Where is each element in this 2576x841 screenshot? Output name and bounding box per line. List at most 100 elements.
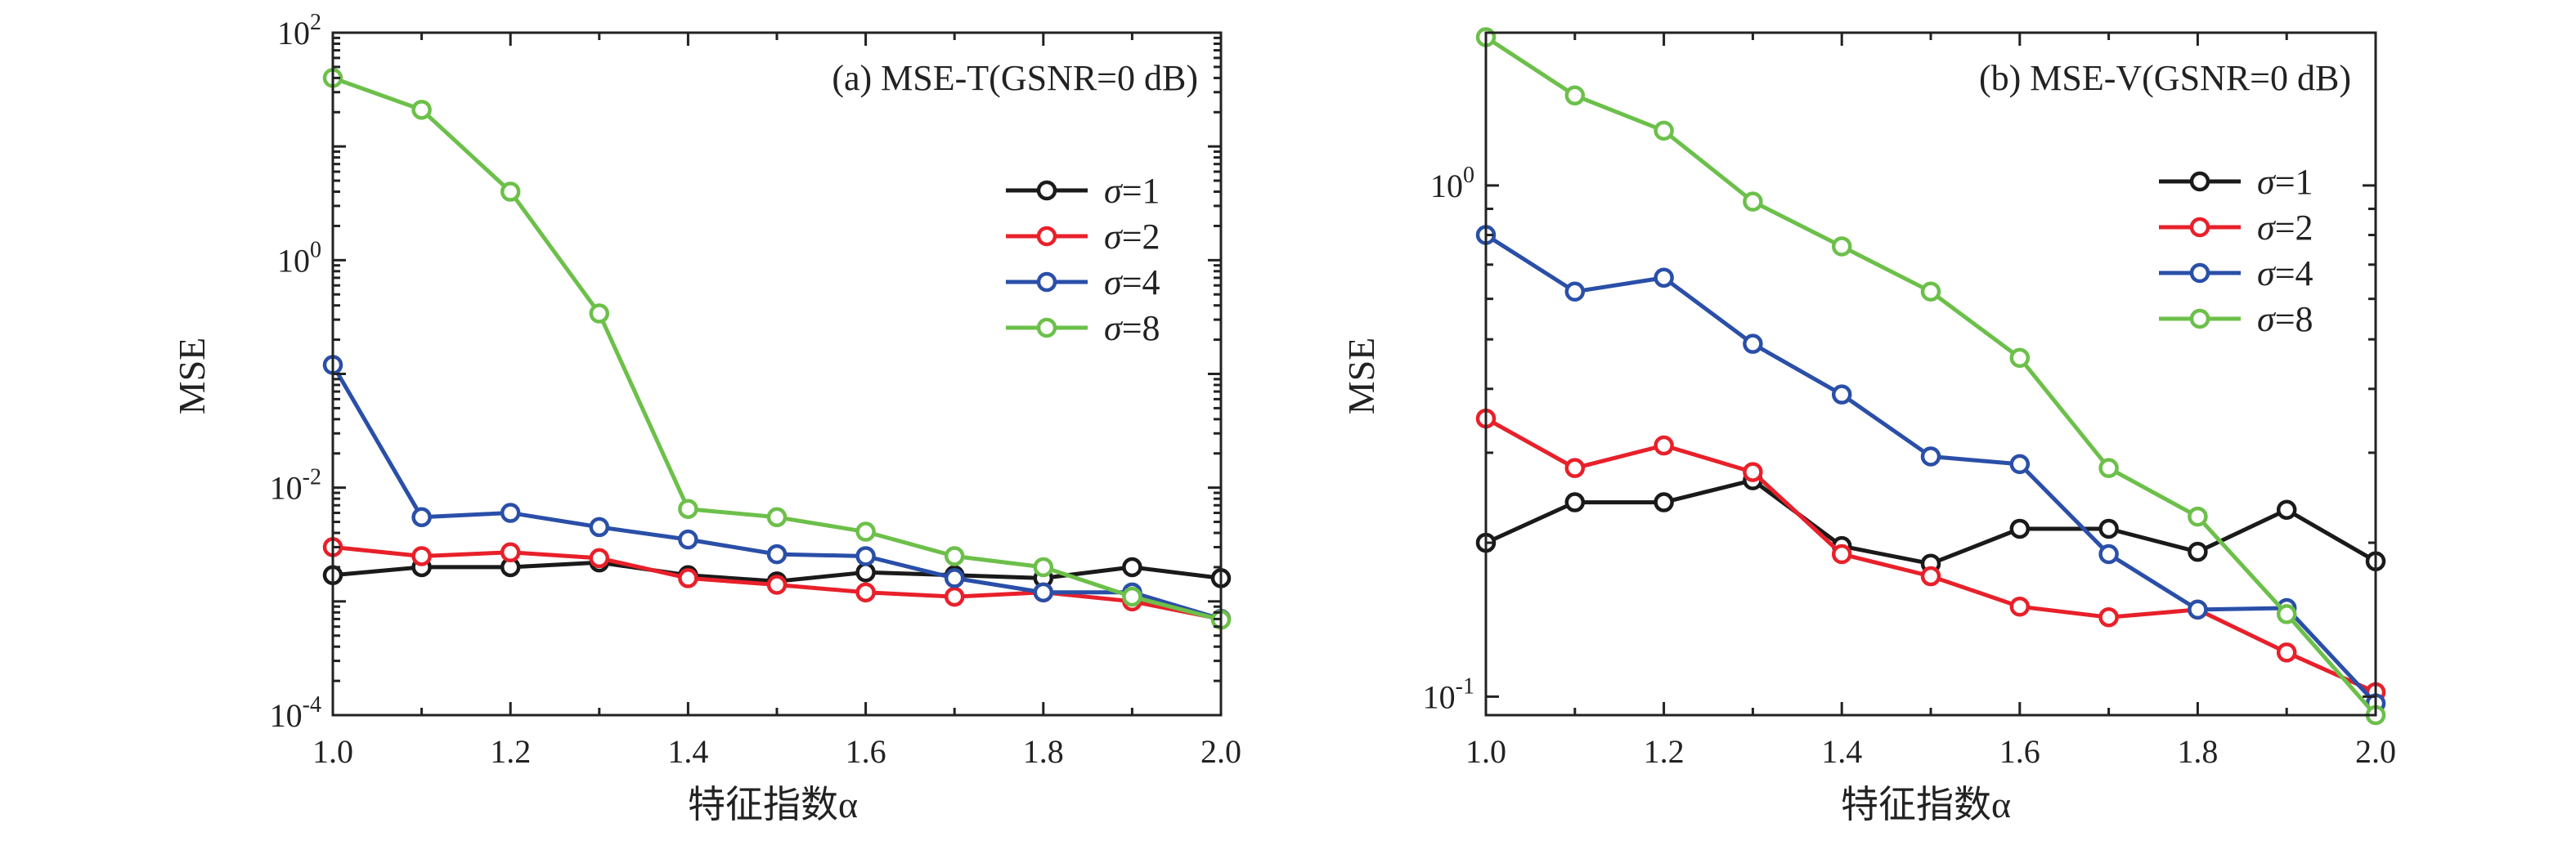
b-series-2-point-5 bbox=[1920, 446, 1941, 467]
a-legend-label-2: σ=4 bbox=[1104, 262, 1160, 302]
b-ytick-label-0: 100 bbox=[1430, 163, 1474, 204]
panel-a-legend: σ=1 σ=2 σ=4 σ=8 bbox=[1006, 171, 1160, 348]
a-series-1-point-5 bbox=[766, 575, 788, 595]
a-ytick-label-0: 102 bbox=[277, 10, 321, 51]
a-xtick-label-0: 1.0 bbox=[312, 733, 353, 770]
a-series-1-point-6 bbox=[855, 582, 876, 603]
a-legend-label-1: σ=2 bbox=[1104, 217, 1160, 257]
b-series-0-point-1 bbox=[1564, 492, 1586, 512]
a-xtick-label-3: 1.6 bbox=[846, 733, 886, 770]
b-series-2-point-8 bbox=[2188, 599, 2208, 620]
b-series-3-point-7 bbox=[2098, 458, 2119, 478]
b-legend-marker-1 bbox=[2189, 217, 2210, 238]
b-ytick-label-1: 10-1 bbox=[1423, 673, 1474, 715]
a-series-2-point-1 bbox=[411, 507, 432, 528]
b-series-2-point-4 bbox=[1831, 384, 1852, 405]
a-xtick-label-5: 2.0 bbox=[1200, 733, 1241, 770]
b-series-1-point-6 bbox=[2009, 596, 2031, 617]
a-series-2-point-7 bbox=[944, 568, 965, 588]
a-series-3-point-3 bbox=[589, 303, 610, 324]
b-series-line-3 bbox=[1484, 35, 2377, 717]
b-series-3-point-8 bbox=[2188, 506, 2208, 527]
b-series-3-point-2 bbox=[1654, 120, 1674, 141]
a-series-0-point-9 bbox=[1122, 557, 1142, 578]
b-series-3-point-6 bbox=[2009, 347, 2031, 369]
a-legend-label-0: σ=1 bbox=[1104, 171, 1160, 211]
a-legend-marker-2 bbox=[1036, 271, 1057, 293]
a-series-2-point-8 bbox=[1033, 582, 1054, 603]
b-series-1-point-1 bbox=[1564, 458, 1586, 478]
panel-a-xlabel: 特征指数α bbox=[688, 784, 858, 825]
b-xtick-label-1: 1.2 bbox=[1644, 733, 1685, 770]
a-series-1-point-1 bbox=[411, 546, 432, 566]
panel-a-ticks: 1.0 1.2 1.4 1.6 1.8 2.0 102 100 10-2 10-4 bbox=[270, 10, 1241, 770]
b-legend-label-3: σ=8 bbox=[2257, 299, 2313, 339]
a-series-3-point-5 bbox=[766, 507, 788, 528]
panel-b-ticks: 1.0 1.2 1.4 1.6 1.8 2.0 100 10-1 bbox=[1423, 33, 2396, 770]
b-legend-label-1: σ=2 bbox=[2257, 208, 2313, 248]
b-xtick-label-4: 1.8 bbox=[2177, 733, 2218, 770]
panel-b-legend: σ=1 σ=2 σ=4 σ=8 bbox=[2159, 162, 2313, 339]
panel-a-series bbox=[322, 68, 1232, 630]
a-series-3-point-2 bbox=[500, 181, 521, 202]
a-ytick-label-2: 10-2 bbox=[270, 465, 321, 507]
a-series-2-point-6 bbox=[855, 546, 876, 566]
b-series-1-point-7 bbox=[2098, 606, 2119, 628]
a-legend-marker-1 bbox=[1036, 226, 1057, 247]
b-series-1-point-9 bbox=[2276, 642, 2297, 663]
b-legend-marker-0 bbox=[2189, 171, 2210, 192]
a-xtick-label-2: 1.4 bbox=[667, 733, 708, 770]
a-series-2-point-4 bbox=[678, 529, 698, 550]
b-xtick-label-0: 1.0 bbox=[1465, 733, 1506, 770]
b-xtick-label-5: 2.0 bbox=[2355, 733, 2396, 770]
a-legend-marker-0 bbox=[1036, 180, 1057, 201]
b-series-0-point-8 bbox=[2188, 541, 2208, 562]
panel-b-frame bbox=[1484, 31, 2377, 717]
a-series-3-point-4 bbox=[678, 499, 698, 519]
b-series-0-point-7 bbox=[2098, 518, 2119, 539]
b-series-3-point-1 bbox=[1564, 85, 1586, 106]
panel-b-series bbox=[1475, 27, 2386, 726]
panel-a-frame bbox=[331, 31, 1223, 717]
b-series-1-point-4 bbox=[1831, 544, 1852, 565]
b-series-2-point-6 bbox=[2009, 454, 2031, 475]
a-series-1-point-2 bbox=[500, 542, 521, 563]
a-ytick-label-3: 10-4 bbox=[270, 692, 321, 734]
b-xtick-label-3: 1.6 bbox=[1999, 733, 2040, 770]
a-series-2-point-3 bbox=[589, 517, 610, 538]
a-xtick-label-4: 1.8 bbox=[1023, 733, 1064, 770]
b-legend-label-0: σ=1 bbox=[2257, 162, 2313, 202]
a-series-3-point-8 bbox=[1033, 557, 1054, 578]
a-series-1-point-3 bbox=[589, 548, 610, 569]
b-series-1-point-2 bbox=[1654, 435, 1674, 456]
panel-b-xlabel: 特征指数α bbox=[1841, 784, 2011, 825]
panel-a-title: (a) MSE-T(GSNR=0 dB) bbox=[832, 58, 1198, 98]
panel-b-ylabel: MSE bbox=[1340, 338, 1382, 415]
a-series-2-point-5 bbox=[766, 544, 788, 565]
a-series-line-3 bbox=[332, 76, 1222, 622]
b-xtick-label-2: 1.4 bbox=[1821, 733, 1862, 770]
a-series-3-point-1 bbox=[411, 100, 432, 120]
b-series-2-point-2 bbox=[1654, 267, 1674, 289]
b-series-3-point-3 bbox=[1743, 191, 1763, 212]
b-series-line-0 bbox=[1484, 478, 2377, 566]
panel-b: 1.0 1.2 1.4 1.6 1.8 2.0 100 10-1 (b) MSE-V(GSNR… bbox=[1340, 27, 2396, 825]
a-legend-label-3: σ=8 bbox=[1104, 308, 1160, 348]
b-series-3-point-9 bbox=[2276, 604, 2297, 624]
b-series-2-point-3 bbox=[1743, 333, 1763, 354]
panel-a-ylabel: MSE bbox=[171, 338, 213, 415]
a-legend-marker-3 bbox=[1036, 317, 1057, 338]
b-series-0-point-6 bbox=[2009, 518, 2031, 539]
b-legend-marker-2 bbox=[2189, 262, 2210, 284]
a-series-1-point-4 bbox=[678, 568, 698, 588]
a-series-1-point-7 bbox=[944, 586, 965, 607]
a-series-3-point-7 bbox=[944, 546, 965, 566]
b-series-2-point-7 bbox=[2098, 544, 2119, 565]
b-series-0-point-9 bbox=[2276, 499, 2297, 521]
b-series-0-point-2 bbox=[1654, 492, 1674, 512]
a-series-0-point-6 bbox=[855, 562, 876, 583]
b-series-2-point-1 bbox=[1564, 281, 1586, 302]
a-series-3-point-6 bbox=[855, 521, 876, 542]
a-xtick-label-1: 1.2 bbox=[490, 733, 531, 770]
